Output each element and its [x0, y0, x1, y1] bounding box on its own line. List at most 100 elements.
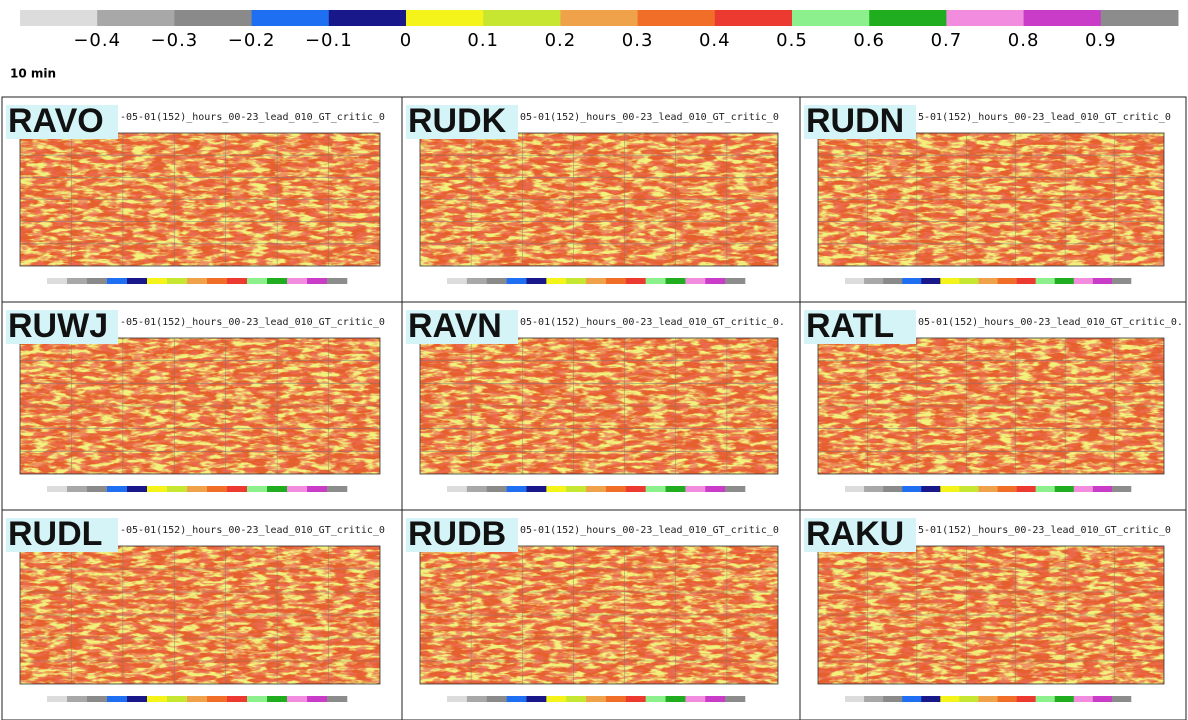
colorbar-segment — [1100, 10, 1179, 26]
panel: RATL 05-01(152)_hours_00-23_lead_010_GT_c… — [799, 301, 1187, 511]
mini-colorbar-segment — [187, 486, 208, 492]
mini-colorbar-segment — [625, 696, 646, 702]
mini-colorbar-segment — [1092, 486, 1113, 492]
mini-colorbar-segment — [1092, 278, 1113, 284]
station-label-bg — [804, 105, 916, 139]
mini-colorbar-segment — [327, 696, 348, 702]
mini-colorbar-segment — [87, 486, 108, 492]
map-frame — [19, 132, 381, 267]
mini-colorbar-segment — [247, 278, 268, 284]
mini-colorbar-segment — [705, 278, 726, 284]
mini-colorbar-segment — [147, 486, 168, 492]
mini-colorbar-segment — [307, 696, 328, 702]
panel: RUDL -05-01(152)_hours_00-23_lead_010_GT_… — [1, 509, 403, 720]
mini-colorbar-segment — [247, 696, 268, 702]
mini-colorbar-segment — [526, 696, 547, 702]
mini-colorbar-segment — [997, 486, 1017, 492]
mini-colorbar-segment — [665, 696, 686, 702]
mini-colorbar-segment — [566, 486, 587, 492]
mini-colorbar-segment — [605, 278, 627, 284]
station-label-bg — [406, 518, 518, 552]
panel: RAKU 5-01(152)_hours_00-23_lead_010_GT_cr… — [799, 509, 1187, 720]
panel: RUDN 5-01(152)_hours_00-23_lead_010_GT_cr… — [799, 96, 1187, 303]
mini-colorbar-segment — [940, 278, 960, 284]
mini-colorbar-segment — [883, 278, 903, 284]
map-frame — [419, 337, 779, 475]
mini-colorbar-segment — [1054, 696, 1075, 702]
panel: RUDK 05-01(152)_hours_00-23_lead_010_GT_c… — [401, 96, 801, 303]
mini-colorbar-segment — [486, 486, 507, 492]
colorbar-segment — [328, 10, 407, 26]
colorbar-label: −0.3 — [151, 30, 199, 51]
mini-colorbar-segment — [883, 696, 903, 702]
colorbar-label: 0.7 — [931, 30, 963, 51]
station-label: RAVO — [8, 102, 104, 140]
colorbar-label: 0.8 — [1008, 30, 1040, 51]
station-label: RATL — [806, 307, 894, 345]
mini-colorbar-segment — [486, 696, 507, 702]
panel-caption: 5-01(152)_hours_00-23_lead_010_GT_critic… — [918, 525, 1171, 536]
mini-colorbar-segment — [87, 278, 108, 284]
mini-colorbar-segment — [327, 486, 348, 492]
mini-colorbar-segment — [605, 486, 627, 492]
mini-colorbar-segment — [187, 696, 208, 702]
mini-colorbar-segment — [287, 486, 308, 492]
panel-caption: 05-01(152)_hours_00-23_lead_010_GT_criti… — [918, 317, 1183, 328]
mini-colorbar-segment — [566, 696, 587, 702]
mini-colorbar-segment — [447, 278, 468, 284]
mini-colorbar-segment — [959, 486, 979, 492]
mini-colorbar-segment — [921, 486, 941, 492]
mini-colorbar-segment — [845, 278, 865, 284]
mini-colorbar-segment — [940, 696, 960, 702]
map-frame — [419, 132, 779, 267]
mini-colorbar-segment — [127, 486, 148, 492]
map-frame — [19, 337, 381, 475]
mini-colorbar-segment — [327, 278, 348, 284]
colorbar-segment — [1023, 10, 1102, 26]
colorbar-label: 0.3 — [622, 30, 654, 51]
panel: RUDB 05-01(152)_hours_00-23_lead_010_GT_c… — [401, 509, 801, 720]
panel: RUWJ -05-01(152)_hours_00-23_lead_010_GT_… — [1, 301, 403, 511]
mini-colorbar-segment — [864, 696, 884, 702]
mini-colorbar-segment — [287, 278, 308, 284]
mini-colorbar-segment — [47, 696, 68, 702]
colorbar-segment — [483, 10, 561, 26]
colorbar-label: 0.2 — [545, 30, 577, 51]
mini-colorbar-segment — [167, 486, 188, 492]
panel-border — [799, 509, 1187, 720]
mini-colorbar-segment — [247, 486, 268, 492]
mini-colorbar-segment — [267, 278, 288, 284]
mini-colorbar-segment — [921, 278, 941, 284]
station-label: RUDB — [408, 515, 506, 553]
mini-colorbar-segment — [586, 696, 607, 702]
map-frame — [817, 337, 1165, 475]
mini-colorbar-segment — [307, 278, 328, 284]
colorbar-segment — [97, 10, 175, 26]
mini-colorbar-segment — [1073, 278, 1094, 284]
panel-caption: 5-01(152)_hours_00-23_lead_010_GT_critic… — [918, 112, 1171, 123]
mini-colorbar-segment — [1111, 696, 1132, 702]
mini-colorbar-segment — [506, 696, 527, 702]
colorbar-label: 0.5 — [776, 30, 808, 51]
mini-colorbar-segment — [625, 486, 646, 492]
mini-colorbar-segment — [67, 278, 88, 284]
station-label-bg — [6, 310, 118, 344]
mini-colorbar-segment — [645, 696, 666, 702]
colorbar-segment — [174, 10, 253, 26]
mini-colorbar-segment — [466, 696, 488, 702]
map-frame — [19, 545, 381, 685]
mini-colorbar-segment — [526, 278, 547, 284]
mini-colorbar-segment — [586, 486, 607, 492]
mini-colorbar-segment — [625, 278, 646, 284]
station-label: RUWJ — [8, 307, 108, 345]
colorbar-segment — [560, 10, 639, 26]
panel-caption: -05-01(152)_hours_00-23_lead_010_GT_crit… — [120, 112, 385, 123]
colorbar-segment — [714, 10, 793, 26]
station-label-bg — [804, 310, 916, 344]
colorbar-segment — [251, 10, 330, 26]
mini-colorbar-segment — [705, 486, 726, 492]
colorbar-segment — [946, 10, 1025, 26]
mini-colorbar-segment — [526, 486, 547, 492]
mini-colorbar-segment — [227, 278, 248, 284]
mini-colorbar-segment — [107, 486, 128, 492]
